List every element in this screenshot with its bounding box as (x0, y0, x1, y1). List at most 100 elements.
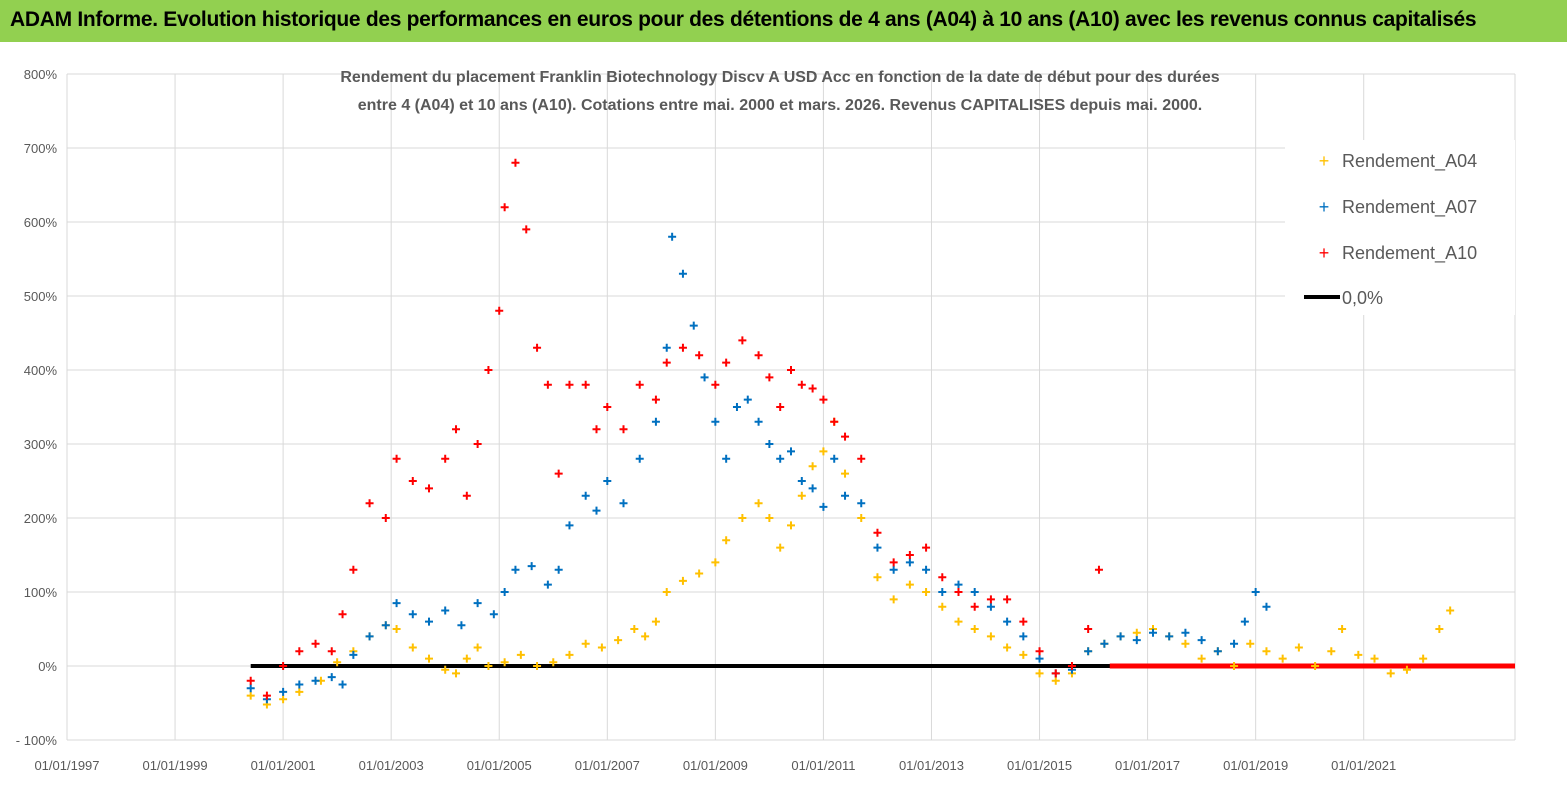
y-tick-label: 100% (24, 585, 58, 600)
data-point (738, 336, 747, 345)
data-point (1132, 628, 1141, 637)
data-point (970, 625, 979, 633)
data-point (295, 680, 304, 689)
data-point (797, 477, 806, 485)
data-point (246, 691, 255, 700)
data-point (592, 425, 601, 434)
data-point (533, 662, 542, 670)
data-point (1003, 595, 1012, 604)
data-point (1213, 647, 1222, 656)
data-point (711, 380, 720, 389)
data-point (954, 617, 963, 626)
x-tick-label: 01/01/2013 (899, 758, 964, 773)
data-point (246, 684, 255, 693)
data-point (954, 588, 963, 596)
data-point (873, 543, 882, 552)
data-point (905, 551, 914, 559)
data-point (279, 695, 288, 704)
legend-item-a10: + Rendement_A10 (1319, 243, 1477, 264)
data-point (279, 662, 288, 670)
data-point (1067, 662, 1076, 670)
data-point (565, 650, 574, 659)
data-point (787, 447, 795, 456)
y-tick-label: 700% (24, 141, 58, 156)
data-point (554, 565, 563, 574)
data-point (1327, 647, 1336, 656)
data-point (765, 440, 774, 448)
data-point (484, 366, 493, 374)
data-point (327, 673, 336, 682)
data-point (381, 514, 390, 522)
data-point (614, 636, 623, 645)
data-point (349, 650, 358, 659)
data-point (641, 632, 650, 641)
data-point (597, 643, 606, 652)
data-point (457, 621, 466, 630)
data-point (462, 654, 471, 663)
data-point (311, 639, 320, 648)
data-point (797, 491, 806, 500)
data-point (651, 617, 660, 626)
x-tick-label: 01/01/2017 (1115, 758, 1180, 773)
data-point (311, 676, 320, 685)
data-point (1278, 654, 1287, 663)
data-point (938, 602, 947, 611)
data-point (1230, 639, 1239, 648)
data-point (543, 380, 552, 389)
data-point (462, 491, 471, 500)
legend-label-a07: Rendement_A07 (1342, 197, 1477, 218)
data-point (327, 647, 336, 656)
data-point (511, 565, 520, 574)
data-point (522, 225, 531, 234)
data-point (1262, 647, 1271, 656)
data-point (365, 632, 374, 641)
data-point (732, 403, 741, 411)
data-point (1003, 617, 1012, 626)
data-point (776, 454, 785, 463)
data-point (922, 588, 931, 596)
data-point (1246, 639, 1255, 648)
data-point (830, 417, 839, 426)
data-point (722, 454, 731, 463)
x-tick-label: 01/01/2001 (251, 758, 316, 773)
data-point (938, 573, 947, 582)
data-point (1402, 665, 1411, 674)
data-point (689, 321, 698, 330)
data-point (905, 580, 914, 589)
data-point (819, 502, 828, 511)
data-point (635, 380, 644, 389)
data-point (1181, 639, 1190, 648)
data-point (1094, 565, 1103, 574)
data-point (452, 425, 461, 434)
data-point (635, 454, 644, 463)
data-point (754, 351, 763, 360)
data-point (489, 610, 498, 619)
data-point (695, 351, 704, 360)
legend-marker-a10: + (1319, 243, 1330, 263)
x-tick-label: 01/01/2009 (683, 758, 748, 773)
data-point (722, 358, 731, 367)
data-point (1354, 650, 1363, 659)
data-point (1084, 625, 1093, 633)
data-point (1370, 654, 1379, 663)
data-point (500, 588, 509, 596)
legend-label-a10: Rendement_A10 (1342, 243, 1477, 264)
data-point (262, 691, 271, 700)
data-point (722, 536, 731, 545)
data-point (495, 306, 504, 315)
data-point (873, 573, 882, 582)
legend-label-a04: Rendement_A04 (1342, 151, 1477, 172)
data-point (662, 358, 671, 367)
x-tick-label: 01/01/2015 (1007, 758, 1072, 773)
data-point (619, 499, 628, 508)
data-point (338, 680, 347, 689)
data-point (338, 610, 347, 619)
x-tick-label: 01/01/2005 (467, 758, 532, 773)
data-point (986, 595, 995, 604)
legend-marker-a07: + (1319, 197, 1330, 217)
data-point (1019, 650, 1028, 659)
data-point (841, 491, 850, 500)
data-point (1165, 632, 1174, 641)
data-point (441, 665, 450, 674)
data-point (1035, 647, 1044, 656)
